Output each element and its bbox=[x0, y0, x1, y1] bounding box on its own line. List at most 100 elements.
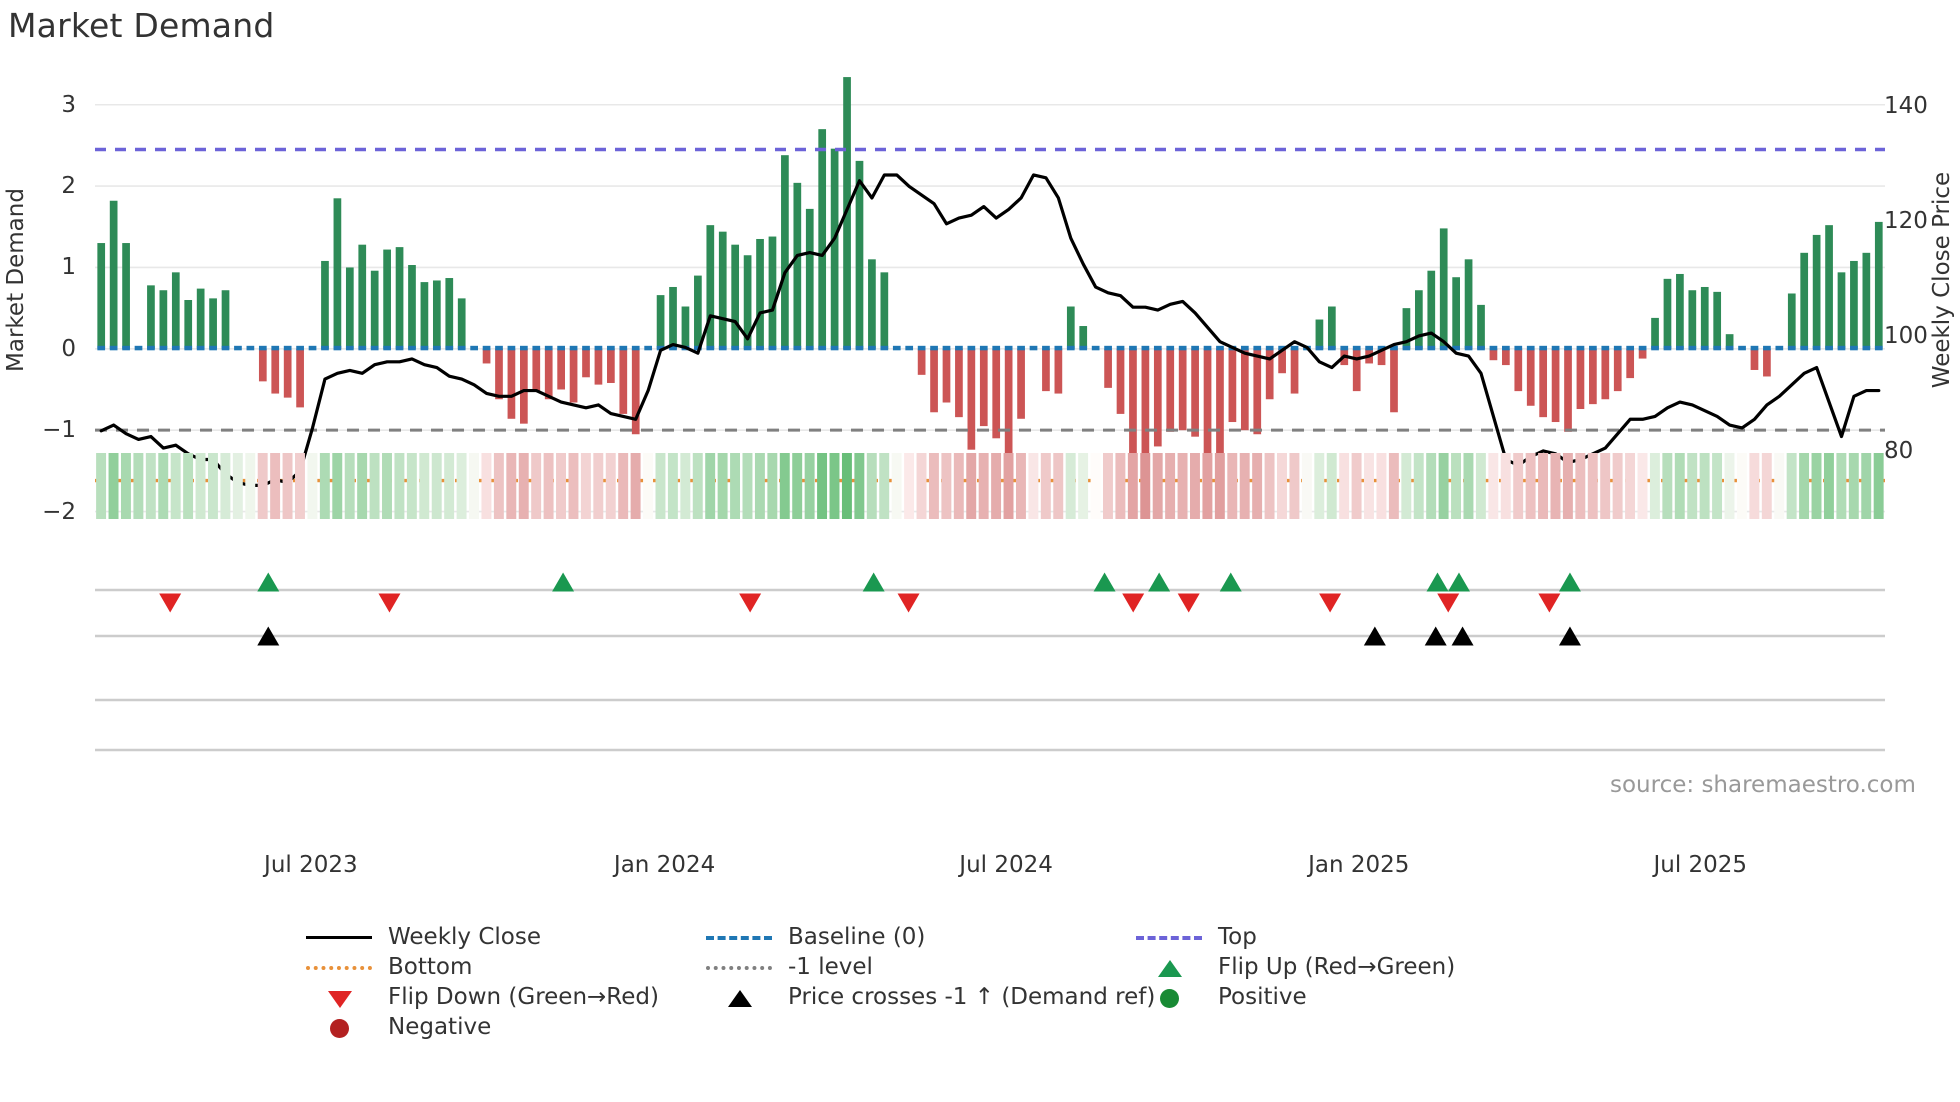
heatmap-cell bbox=[295, 453, 305, 519]
heatmap-cell bbox=[1140, 453, 1151, 519]
baseline-tick bbox=[731, 345, 740, 351]
heatmap-cell bbox=[1015, 453, 1026, 519]
baseline-tick bbox=[1825, 345, 1833, 351]
demand-bar bbox=[345, 267, 354, 349]
x-tick: Jul 2023 bbox=[264, 852, 358, 878]
baseline-tick bbox=[470, 345, 478, 351]
heatmap-cell bbox=[469, 453, 479, 519]
baseline-tick bbox=[1676, 345, 1684, 351]
demand-bar bbox=[619, 348, 628, 414]
legend-item[interactable]: Flip Down (Green→Red) bbox=[300, 982, 659, 1012]
baseline-tick bbox=[532, 345, 541, 351]
price-cross-marker bbox=[1451, 626, 1474, 646]
heatmap-cell bbox=[1600, 453, 1611, 519]
baseline-tick bbox=[1874, 345, 1883, 351]
baseline-tick bbox=[445, 345, 454, 351]
baseline-tick bbox=[1700, 345, 1709, 351]
heatmap-cell bbox=[158, 453, 169, 519]
demand-bar bbox=[1825, 225, 1833, 349]
demand-bar bbox=[992, 348, 1001, 439]
demand-bar bbox=[1589, 348, 1597, 405]
baseline-tick bbox=[868, 345, 876, 351]
flip-up-legend-icon bbox=[1158, 960, 1182, 977]
heatmap-cell bbox=[394, 453, 405, 519]
heatmap-cell bbox=[1451, 453, 1461, 519]
baseline-tick bbox=[1477, 345, 1485, 351]
legend-item[interactable]: Baseline (0) bbox=[700, 922, 925, 952]
heatmap-cell bbox=[96, 453, 107, 519]
heatmap-cell bbox=[1538, 453, 1549, 519]
demand-bar bbox=[1452, 277, 1460, 349]
demand-bar bbox=[221, 290, 230, 349]
legend-item[interactable]: Weekly Close bbox=[300, 922, 541, 952]
heatmap-cell bbox=[754, 453, 765, 519]
baseline-tick bbox=[171, 345, 180, 351]
heatmap-cell bbox=[643, 453, 654, 519]
demand-bar bbox=[97, 243, 106, 349]
legend-item[interactable]: Negative bbox=[300, 1012, 491, 1042]
heatmap-cell bbox=[829, 453, 840, 519]
baseline-tick bbox=[582, 345, 590, 351]
y-tick-left: 3 bbox=[61, 91, 76, 118]
chart-legend: Weekly Close Baseline (0) Top Bottom -1 leve… bbox=[300, 922, 1700, 1092]
heatmap-cell bbox=[1562, 453, 1573, 519]
positive-legend-icon bbox=[1160, 989, 1179, 1008]
legend-item[interactable]: Positive bbox=[1130, 982, 1307, 1012]
baseline-tick bbox=[1564, 345, 1572, 351]
baseline-tick bbox=[1750, 345, 1759, 351]
legend-item[interactable]: Top bbox=[1130, 922, 1257, 952]
heatmap-cell bbox=[1724, 453, 1735, 519]
heatmap-cell bbox=[1227, 453, 1238, 519]
baseline-tick bbox=[1713, 345, 1722, 351]
demand-bar bbox=[731, 244, 740, 349]
heatmap-cell bbox=[406, 453, 417, 519]
heatmap-cell bbox=[1637, 453, 1648, 519]
baseline-tick bbox=[1775, 345, 1784, 351]
demand-bar bbox=[1079, 326, 1088, 349]
legend-item[interactable]: -1 level bbox=[700, 952, 873, 982]
demand-bar bbox=[1725, 334, 1734, 349]
baseline-tick bbox=[793, 345, 802, 351]
legend-item[interactable]: Bottom bbox=[300, 952, 472, 982]
heatmap-cell bbox=[1401, 453, 1412, 519]
x-tick: Jan 2024 bbox=[613, 852, 716, 878]
demand-bar bbox=[1564, 348, 1572, 432]
flip-down-marker bbox=[378, 593, 401, 613]
heatmap-cell bbox=[953, 453, 964, 519]
demand-bar bbox=[1551, 348, 1560, 423]
legend-item[interactable]: Flip Up (Red→Green) bbox=[1130, 952, 1455, 982]
heatmap-cell bbox=[444, 453, 455, 519]
heatmap-cell bbox=[1252, 453, 1263, 519]
baseline-tick bbox=[805, 345, 814, 351]
demand-bar bbox=[868, 259, 876, 349]
heatmap-cell bbox=[916, 453, 927, 519]
heatmap-cell bbox=[1861, 453, 1872, 519]
demand-bar bbox=[432, 280, 441, 349]
baseline-tick bbox=[1651, 345, 1659, 351]
weekly-close-legend-icon bbox=[306, 936, 372, 939]
flip-down-marker bbox=[1122, 593, 1145, 613]
price-cross-marker bbox=[1363, 626, 1386, 646]
heatmap-cell bbox=[767, 453, 778, 519]
baseline-tick bbox=[1377, 345, 1386, 351]
heatmap-cell bbox=[1587, 453, 1598, 519]
demand-bar bbox=[1862, 252, 1871, 349]
legend-item[interactable]: Price crosses -1 ↑ (Demand ref) bbox=[700, 982, 1155, 1012]
demand-bar bbox=[1651, 317, 1659, 349]
flip-up-marker bbox=[862, 572, 885, 592]
baseline-tick bbox=[1017, 345, 1025, 351]
baseline-tick bbox=[1601, 345, 1610, 351]
baseline-tick bbox=[1862, 345, 1871, 351]
baseline-tick bbox=[1352, 345, 1361, 351]
heatmap-cell bbox=[1699, 453, 1710, 519]
baseline-tick bbox=[781, 345, 789, 351]
demand-bar bbox=[706, 225, 715, 349]
flip-up-marker bbox=[1426, 572, 1449, 592]
heatmap-cell bbox=[1761, 453, 1772, 519]
demand-bar bbox=[830, 148, 839, 349]
demand-bar bbox=[942, 348, 951, 403]
heatmap-cell bbox=[966, 453, 977, 519]
baseline-tick bbox=[818, 345, 827, 351]
baseline-tick bbox=[1763, 345, 1771, 351]
baseline-tick bbox=[283, 345, 292, 351]
